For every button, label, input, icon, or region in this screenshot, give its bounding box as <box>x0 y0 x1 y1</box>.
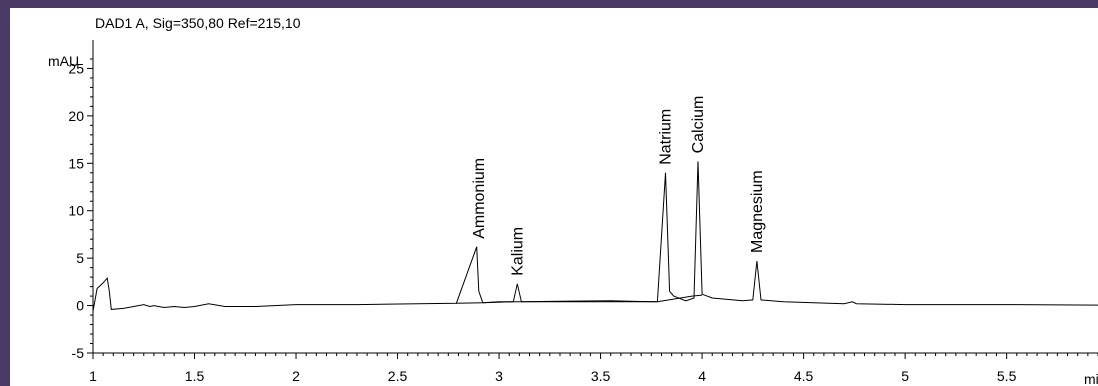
x-axis-unit-label: mi <box>1084 371 1098 386</box>
y-tick-label: 5 <box>76 250 84 266</box>
x-tick-label: 4.5 <box>794 368 814 384</box>
chromatogram-panel: DAD1 A, Sig=350,80 Ref=215,10 mAU mi -5 0… <box>10 8 1098 386</box>
y-tick-label: 25 <box>68 60 84 76</box>
peak-label: Kalium <box>509 227 526 276</box>
peak-label: Magnesium <box>749 170 766 253</box>
y-tick-label: 20 <box>68 108 84 124</box>
x-tick-label: 3 <box>495 368 503 384</box>
x-tick-label: 1 <box>89 368 97 384</box>
x-tick-label: 1.5 <box>185 368 205 384</box>
y-tick-label: -5 <box>72 345 85 361</box>
y-tick-label: 15 <box>68 155 84 171</box>
x-tick-label: 3.5 <box>591 368 611 384</box>
y-tick-label: 10 <box>68 203 84 219</box>
chromatogram-chart: DAD1 A, Sig=350,80 Ref=215,10 mAU mi -5 0… <box>48 15 1098 386</box>
x-tick-label: 2 <box>292 368 300 384</box>
axes: -5 0 5 10 15 20 25 1 1.5 2 2.5 3 3.5 4 4.5 5 5.5 <box>68 40 1098 384</box>
baseline-trace <box>456 294 703 304</box>
y-tick-label: 0 <box>76 298 84 314</box>
chart-title: DAD1 A, Sig=350,80 Ref=215,10 <box>95 15 301 31</box>
peak-label: Natrium <box>658 109 675 165</box>
annotation-layer: Ammonium Kalium Natrium Calcium Magnesium <box>471 96 766 276</box>
series-layer <box>92 161 1098 312</box>
peak-label: Ammonium <box>471 158 488 239</box>
x-tick-label: 5 <box>901 368 909 384</box>
x-tick-label: 4 <box>698 368 706 384</box>
signal-trace <box>92 161 1098 312</box>
y-axis-label: mAU <box>48 53 79 69</box>
peak-label: Calcium <box>690 96 707 154</box>
x-tick-label: 2.5 <box>388 368 408 384</box>
x-tick-label: 5.5 <box>997 368 1017 384</box>
